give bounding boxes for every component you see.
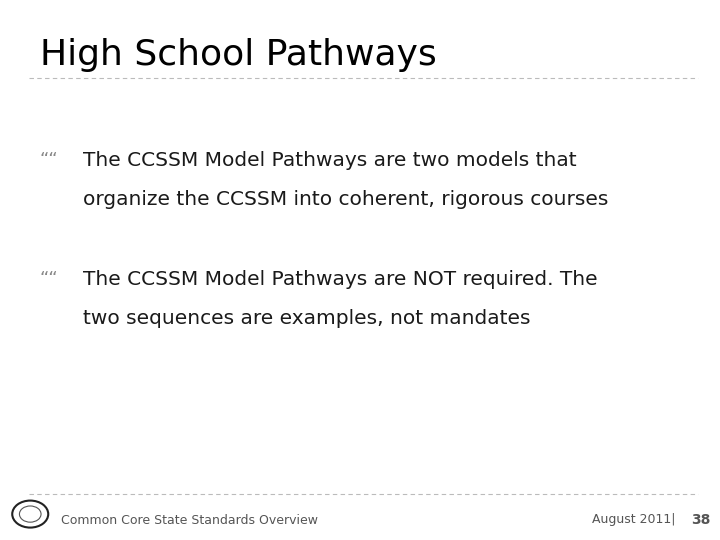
Text: organize the CCSSM into coherent, rigorous courses: organize the CCSSM into coherent, rigoro… — [83, 190, 608, 209]
Text: The CCSSM Model Pathways are two models that: The CCSSM Model Pathways are two models … — [83, 151, 577, 170]
Text: two sequences are examples, not mandates: two sequences are examples, not mandates — [83, 309, 531, 328]
Text: 38: 38 — [691, 512, 711, 526]
Text: High School Pathways: High School Pathways — [40, 38, 436, 72]
Text: ““: ““ — [40, 270, 58, 288]
Text: ““: ““ — [40, 151, 58, 169]
Text: The CCSSM Model Pathways are NOT required. The: The CCSSM Model Pathways are NOT require… — [83, 270, 598, 289]
Text: Common Core State Standards Overview: Common Core State Standards Overview — [61, 514, 318, 526]
Text: August 2011|: August 2011| — [593, 514, 684, 526]
